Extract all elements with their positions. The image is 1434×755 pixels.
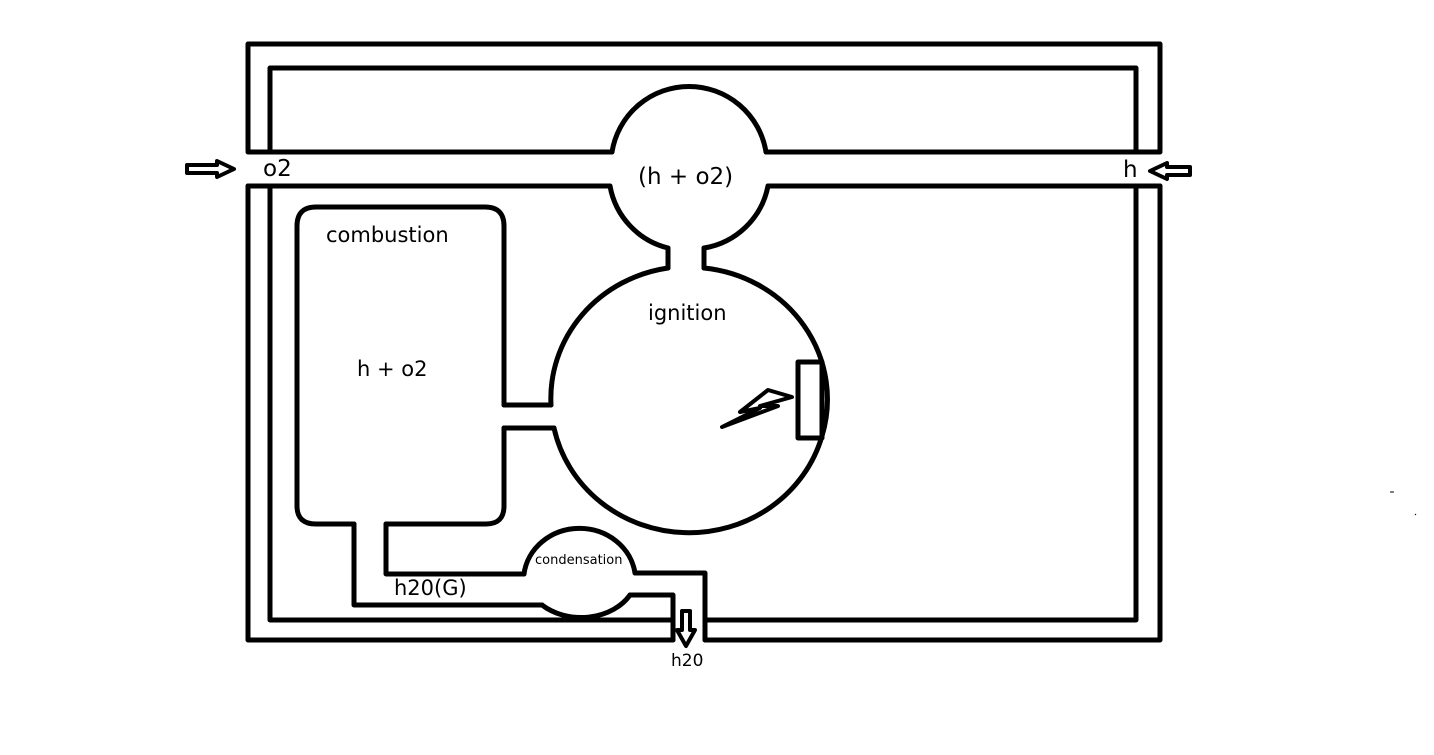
chamber-neck	[665, 245, 707, 271]
drain-pipe	[627, 570, 708, 643]
condensation-label: condensation	[535, 553, 623, 568]
h-inlet-label: h	[1123, 157, 1138, 183]
inlet-channel	[245, 149, 1163, 189]
mixing-chamber-label: (h + o2)	[638, 164, 734, 190]
combustion-chamber	[294, 204, 507, 527]
mixing-chamber	[607, 83, 771, 251]
water-outlet-label: h20	[671, 651, 704, 671]
lightning-bolt-icon	[720, 388, 794, 429]
o2-inlet-label: o2	[263, 156, 292, 182]
ignition-chamber	[548, 265, 830, 536]
combustion-title: combustion	[326, 223, 449, 247]
igniter-block	[795, 359, 825, 441]
steam-pipe	[351, 521, 545, 608]
ignition-label: ignition	[648, 301, 727, 325]
arrow-right-icon	[185, 159, 236, 179]
steam-label: h20(G)	[394, 576, 467, 600]
outer-casing	[245, 41, 1163, 643]
stray-marks	[1390, 491, 1417, 516]
combustion-contents-label: h + o2	[357, 357, 428, 381]
arrow-left-icon	[1148, 161, 1192, 181]
arrow-down-icon	[675, 609, 697, 648]
combustion-ignition-duct	[501, 402, 557, 431]
condensation-chamber	[521, 525, 638, 621]
